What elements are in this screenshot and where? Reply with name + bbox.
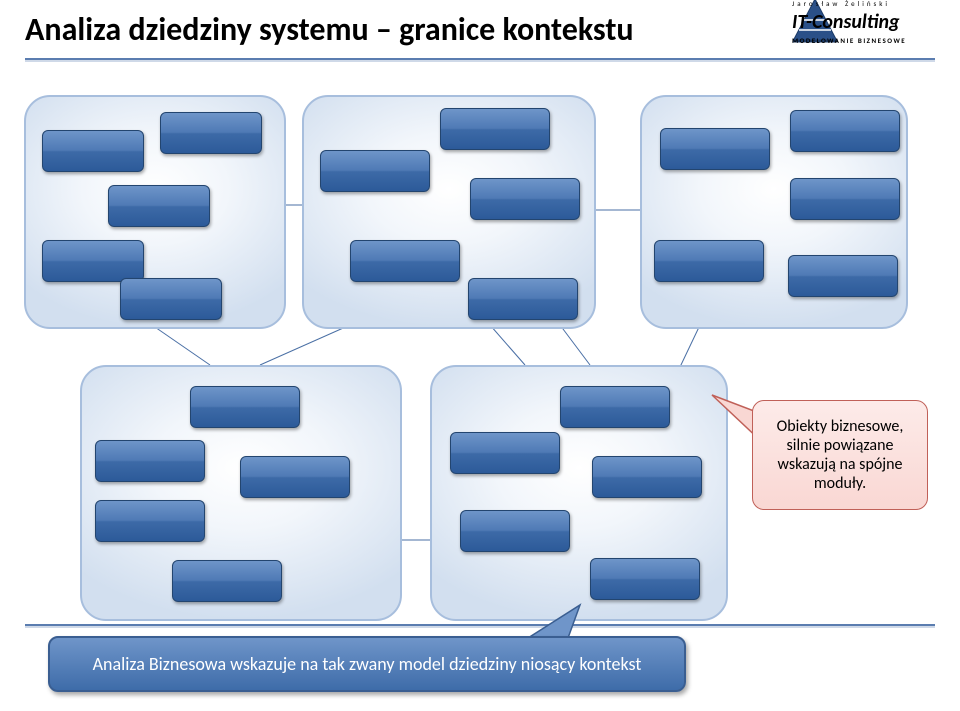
node-box (42, 130, 144, 172)
node-box (460, 510, 570, 552)
callout-bubble: Obiekty biznesowe, silnie powiązane wska… (752, 400, 928, 510)
node-box (654, 240, 764, 282)
node-box (590, 558, 700, 600)
node-box (240, 456, 350, 498)
node-box (450, 432, 560, 474)
node-box (560, 386, 670, 428)
bottom-callout-box: Analiza Biznesowa wskazuje na tak zwany … (48, 636, 686, 692)
node-box (790, 178, 900, 220)
bottom-callout-text: Analiza Biznesowa wskazuje na tak zwany … (93, 653, 642, 675)
edge (560, 325, 590, 365)
node-box (350, 240, 460, 282)
node-box (42, 240, 144, 282)
edge (152, 325, 210, 365)
node-box (790, 110, 900, 152)
edge (260, 325, 350, 365)
node-box (108, 185, 210, 227)
node-box (95, 440, 205, 482)
node-box (468, 278, 578, 320)
edge (680, 325, 700, 367)
edge (490, 325, 525, 365)
node-box (172, 560, 282, 602)
node-box (160, 112, 262, 154)
slide: Analiza dziedziny systemu – granice kont… (0, 0, 960, 711)
callout-text: Obiekty biznesowe, silnie powiązane wska… (761, 417, 919, 494)
node-box (440, 108, 550, 150)
node-box (660, 128, 770, 170)
node-box (120, 278, 222, 320)
node-box (592, 456, 702, 498)
node-box (788, 255, 898, 297)
node-box (95, 500, 205, 542)
node-box (320, 150, 430, 192)
node-box (470, 178, 580, 220)
node-box (190, 386, 300, 428)
